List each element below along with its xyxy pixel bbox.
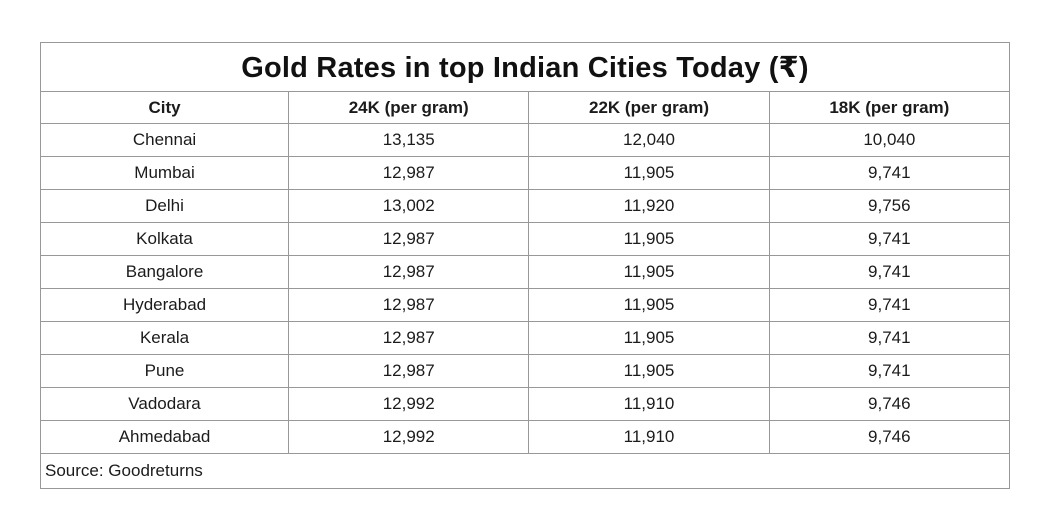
rate-22k-cell: 11,905 [528, 222, 770, 256]
city-cell: Bangalore [39, 255, 290, 289]
city-cell: Vadodara [39, 387, 290, 421]
rate-24k-cell: 13,002 [288, 189, 530, 223]
title-row: Gold Rates in top Indian Cities Today (₹… [40, 42, 1010, 92]
table-row: Ahmedabad 12,992 11,910 9,746 [39, 420, 1011, 454]
rate-24k-cell: 13,135 [288, 123, 530, 157]
source-row: Source: Goodreturns [40, 453, 1010, 489]
rate-18k-cell: 9,741 [768, 255, 1011, 289]
table-foot: Source: Goodreturns [40, 453, 1010, 489]
rate-18k-cell: 9,746 [768, 387, 1011, 421]
rate-24k-cell: 12,992 [288, 387, 530, 421]
table-row: Delhi 13,002 11,920 9,756 [39, 189, 1011, 223]
gold-rates-table-container: Gold Rates in top Indian Cities Today (₹… [39, 42, 1011, 489]
table-head: Gold Rates in top Indian Cities Today (₹… [39, 42, 1011, 124]
table-row: Mumbai 12,987 11,905 9,741 [39, 156, 1011, 190]
city-cell: Delhi [39, 189, 290, 223]
table-row: Chennai 13,135 12,040 10,040 [39, 123, 1011, 157]
rate-18k-cell: 9,741 [768, 156, 1011, 190]
rate-22k-cell: 11,905 [528, 255, 770, 289]
rate-24k-cell: 12,987 [288, 288, 530, 322]
table-row: Hyderabad 12,987 11,905 9,741 [39, 288, 1011, 322]
column-header-18k: 18K (per gram) [768, 91, 1011, 124]
table-title: Gold Rates in top Indian Cities Today (₹… [40, 42, 1010, 92]
rate-24k-cell: 12,987 [288, 156, 530, 190]
rate-18k-cell: 9,741 [768, 222, 1011, 256]
table-row: Pune 12,987 11,905 9,741 [39, 354, 1011, 388]
table-row: Bangalore 12,987 11,905 9,741 [39, 255, 1011, 289]
column-header-22k: 22K (per gram) [528, 91, 770, 124]
rate-18k-cell: 10,040 [768, 123, 1011, 157]
city-cell: Ahmedabad [39, 420, 290, 454]
rate-18k-cell: 9,756 [768, 189, 1011, 223]
gold-rates-table: Gold Rates in top Indian Cities Today (₹… [39, 42, 1011, 489]
table-row: Kolkata 12,987 11,905 9,741 [39, 222, 1011, 256]
city-cell: Mumbai [39, 156, 290, 190]
rate-18k-cell: 9,741 [768, 354, 1011, 388]
rate-22k-cell: 11,905 [528, 156, 770, 190]
city-cell: Hyderabad [39, 288, 290, 322]
rate-18k-cell: 9,741 [768, 288, 1011, 322]
rate-22k-cell: 12,040 [528, 123, 770, 157]
rate-22k-cell: 11,905 [528, 354, 770, 388]
rate-18k-cell: 9,741 [768, 321, 1011, 355]
rate-24k-cell: 12,987 [288, 255, 530, 289]
source-note: Source: Goodreturns [40, 453, 1010, 489]
rate-22k-cell: 11,905 [528, 288, 770, 322]
table-row: Vadodara 12,992 11,910 9,746 [39, 387, 1011, 421]
column-header-city: City [39, 91, 290, 124]
rate-22k-cell: 11,905 [528, 321, 770, 355]
city-cell: Pune [39, 354, 290, 388]
rate-18k-cell: 9,746 [768, 420, 1011, 454]
table-row: Kerala 12,987 11,905 9,741 [39, 321, 1011, 355]
rate-24k-cell: 12,992 [288, 420, 530, 454]
rate-24k-cell: 12,987 [288, 321, 530, 355]
rate-22k-cell: 11,910 [528, 420, 770, 454]
rate-22k-cell: 11,910 [528, 387, 770, 421]
table-body: Chennai 13,135 12,040 10,040 Mumbai 12,9… [39, 123, 1011, 454]
city-cell: Chennai [39, 123, 290, 157]
rate-24k-cell: 12,987 [288, 222, 530, 256]
column-header-24k: 24K (per gram) [288, 91, 530, 124]
city-cell: Kerala [39, 321, 290, 355]
rate-24k-cell: 12,987 [288, 354, 530, 388]
city-cell: Kolkata [39, 222, 290, 256]
rate-22k-cell: 11,920 [528, 189, 770, 223]
header-row: City 24K (per gram) 22K (per gram) 18K (… [39, 91, 1011, 124]
